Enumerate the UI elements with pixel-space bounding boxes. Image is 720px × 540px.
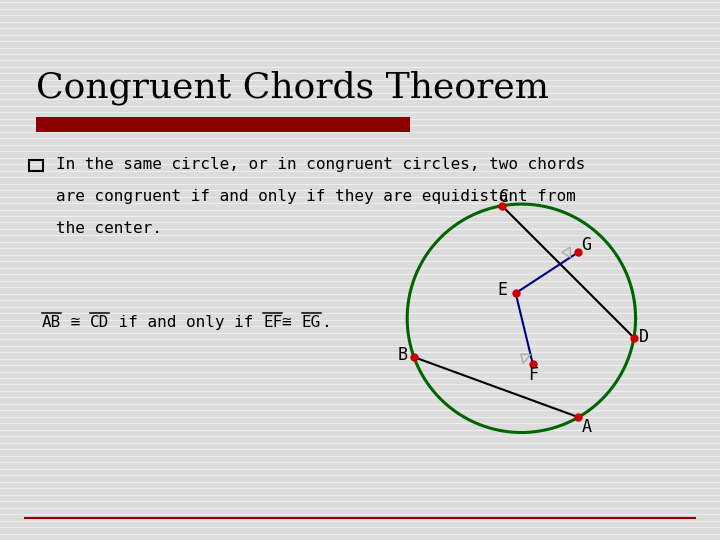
Text: EG: EG [302,315,321,330]
Text: ≅: ≅ [61,315,90,330]
Text: EF: EF [263,315,282,330]
Text: .: . [321,315,330,330]
Text: D: D [639,328,649,346]
Text: C: C [499,188,509,206]
Text: if and only if: if and only if [109,315,263,330]
Text: the center.: the center. [56,221,162,237]
Text: ≅: ≅ [282,315,302,330]
Text: are congruent if and only if they are equidistant from: are congruent if and only if they are eq… [56,189,576,204]
Text: Congruent Chords Theorem: Congruent Chords Theorem [36,70,549,105]
Text: B: B [397,346,408,364]
Text: G: G [582,236,591,254]
Text: AB: AB [42,315,61,330]
Text: CD: CD [90,315,109,330]
Bar [36,117,410,132]
Text: A: A [582,418,591,436]
Text: E: E [497,281,507,299]
Text: F: F [528,367,538,384]
Bar [29,160,43,171]
Text: In the same circle, or in congruent circles, two chords: In the same circle, or in congruent circ… [56,157,585,172]
